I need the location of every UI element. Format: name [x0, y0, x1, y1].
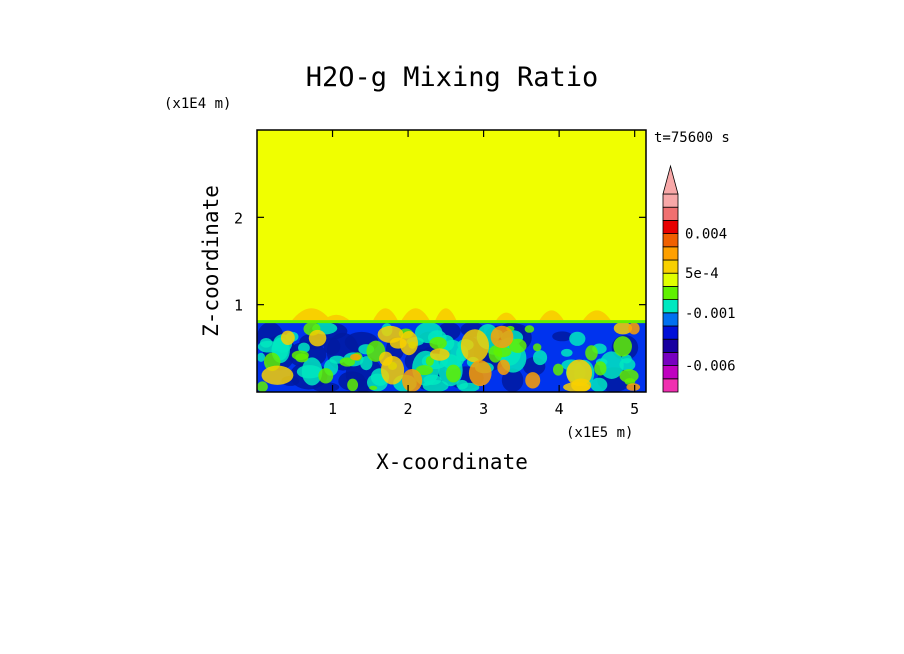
- texture-blob: [456, 379, 469, 390]
- texture-blob: [354, 378, 371, 392]
- texture-blob: [298, 342, 310, 353]
- texture-blob: [402, 369, 423, 392]
- colorbar-swatch: [662, 299, 679, 314]
- texture-blob: [532, 350, 548, 366]
- plume: [581, 310, 613, 323]
- x-tick-label: 3: [479, 400, 488, 418]
- texture-blob: [533, 343, 542, 352]
- colorbar-swatch: [662, 312, 679, 327]
- plume: [372, 308, 399, 323]
- texture-blob: [379, 351, 393, 366]
- plot-area: [257, 130, 646, 393]
- colorbar-swatch: [662, 219, 679, 234]
- texture-blob: [280, 330, 295, 345]
- texture-blob: [339, 357, 356, 367]
- x-unit-label: (x1E5 m): [566, 425, 633, 441]
- colorbar-swatch: [662, 378, 679, 393]
- texture-blob: [261, 365, 294, 385]
- texture-blob: [429, 336, 447, 350]
- texture-blob: [369, 385, 378, 391]
- texture-blob: [460, 329, 490, 363]
- colorbar: -0.006 -0.001 5e-4 0.004: [662, 164, 736, 393]
- x-axis: 1 2 3 4 5: [328, 130, 639, 418]
- texture-blob: [415, 365, 433, 376]
- texture-blob: [553, 363, 564, 376]
- texture-blob: [628, 322, 640, 335]
- colorbar-swatch: [662, 193, 679, 208]
- texture-blob: [318, 368, 334, 384]
- y-tick-label: 2: [234, 209, 243, 227]
- interface-band: [257, 320, 646, 324]
- chart-title: H2O-g Mixing Ratio: [306, 62, 599, 93]
- colorbar-swatch: [662, 246, 679, 261]
- texture-blob: [613, 336, 632, 357]
- texture-blob: [501, 368, 524, 392]
- colorbar-label: -0.006: [685, 359, 736, 375]
- texture-blob: [525, 372, 541, 389]
- texture-blob: [561, 348, 573, 357]
- plume: [538, 310, 565, 323]
- colorbar-swatch: [662, 259, 679, 274]
- texture-blob: [308, 329, 327, 347]
- plume: [400, 308, 431, 323]
- texture-blob: [350, 353, 361, 361]
- x-tick-label: 2: [404, 400, 413, 418]
- texture-blob: [590, 377, 608, 393]
- colorbar-swatch: [662, 338, 679, 353]
- texture-blob: [497, 359, 511, 376]
- colorbar-label: 5e-4: [685, 266, 719, 282]
- texture-blob: [257, 381, 268, 392]
- x-tick-label: 1: [328, 400, 337, 418]
- texture-blob: [257, 352, 266, 362]
- texture-blob: [571, 378, 592, 392]
- texture-blob: [490, 325, 514, 349]
- y-unit-label: (x1E4 m): [164, 96, 231, 112]
- texture-blob: [509, 338, 527, 353]
- colorbar-swatch: [662, 206, 679, 221]
- texture-blob: [493, 346, 512, 358]
- texture-blob: [260, 337, 273, 348]
- colorbar-swatch: [662, 365, 679, 380]
- texture-blob: [291, 350, 309, 361]
- y-axis: 12: [234, 209, 646, 315]
- texture-blob: [594, 361, 607, 376]
- texture-blob: [445, 364, 461, 383]
- texture-blob: [619, 358, 636, 372]
- texture-blob: [399, 330, 418, 356]
- colorbar-extend-arrow: [662, 164, 679, 195]
- texture-blob: [323, 337, 341, 356]
- colorbar-label: -0.001: [685, 306, 736, 322]
- colorbar-swatch: [662, 285, 679, 300]
- texture-blob: [429, 348, 450, 361]
- x-axis-label: X-coordinate: [376, 450, 528, 474]
- colorbar-swatch: [662, 325, 679, 340]
- texture-blob: [301, 357, 323, 386]
- plume: [290, 308, 333, 323]
- x-tick-label: 5: [630, 400, 639, 418]
- texture-blob: [377, 325, 404, 343]
- plot-frame: [256, 129, 647, 393]
- texture-blob: [613, 322, 633, 335]
- texture-blob: [425, 356, 434, 366]
- texture-blob: [626, 383, 641, 391]
- field-region-0: [257, 130, 646, 323]
- texture-blob: [468, 360, 492, 387]
- colorbar-swatch: [662, 233, 679, 248]
- texture-blob: [569, 331, 586, 346]
- texture-blob: [347, 378, 359, 392]
- colorbar-swatch: [662, 272, 679, 287]
- texture-blob: [585, 345, 598, 361]
- y-tick-label: 1: [234, 297, 243, 315]
- texture-blob: [552, 331, 573, 342]
- x-tick-label: 4: [555, 400, 564, 418]
- y-axis-label: Z-coordinate: [199, 185, 223, 337]
- plume: [494, 312, 518, 323]
- colorbar-swatch: [662, 351, 679, 366]
- plume: [434, 308, 458, 323]
- time-label: t=75600 s: [654, 130, 730, 146]
- texture-blob: [524, 325, 535, 333]
- colorbar-label: 0.004: [685, 227, 727, 243]
